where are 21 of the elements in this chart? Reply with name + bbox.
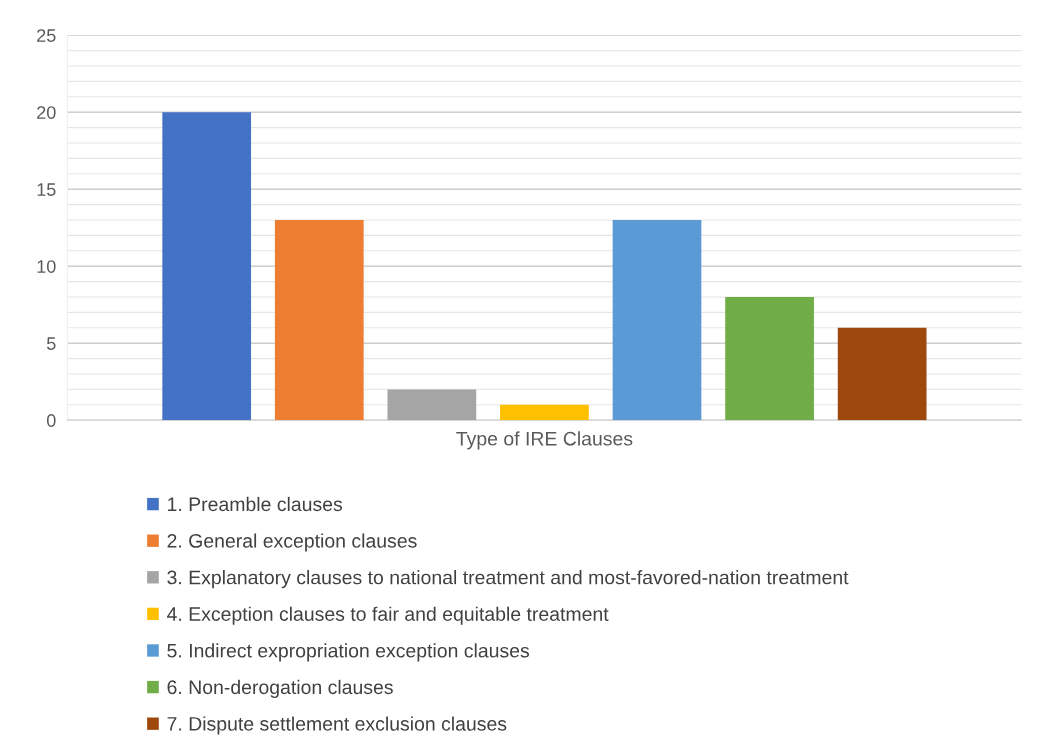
y-tick-label: 25 <box>37 29 56 42</box>
legend-label: 1. Preamble clauses <box>168 496 343 512</box>
y-tick-label: 0 <box>46 414 56 427</box>
legend-label: 6. Non-derogation clauses <box>167 679 393 698</box>
legend-label: 7. Dispute settlement exclusion clauses <box>167 716 507 735</box>
y-tick-label: 5 <box>46 337 56 350</box>
legend-label: 4. Exception clauses to fair and equitable treatment <box>167 606 609 625</box>
legend-label: 3. Explanatory clauses to national treatment and most-favored-nation treatment <box>167 570 849 589</box>
bar <box>162 112 252 421</box>
bar <box>387 389 477 421</box>
bar <box>725 296 814 421</box>
legend-label: 5. Indirect expropriation exception clauses <box>167 643 530 662</box>
x-tick-label: Type of IRE Clauses <box>456 431 633 450</box>
bar <box>274 220 364 421</box>
y-tick-label: 15 <box>37 183 56 196</box>
bar <box>837 327 927 421</box>
bar <box>612 220 702 421</box>
y-tick-label: 10 <box>37 260 56 273</box>
legend-label: 2. General exception clauses <box>167 533 417 552</box>
bar <box>500 404 589 421</box>
y-tick-label: 20 <box>37 106 56 119</box>
